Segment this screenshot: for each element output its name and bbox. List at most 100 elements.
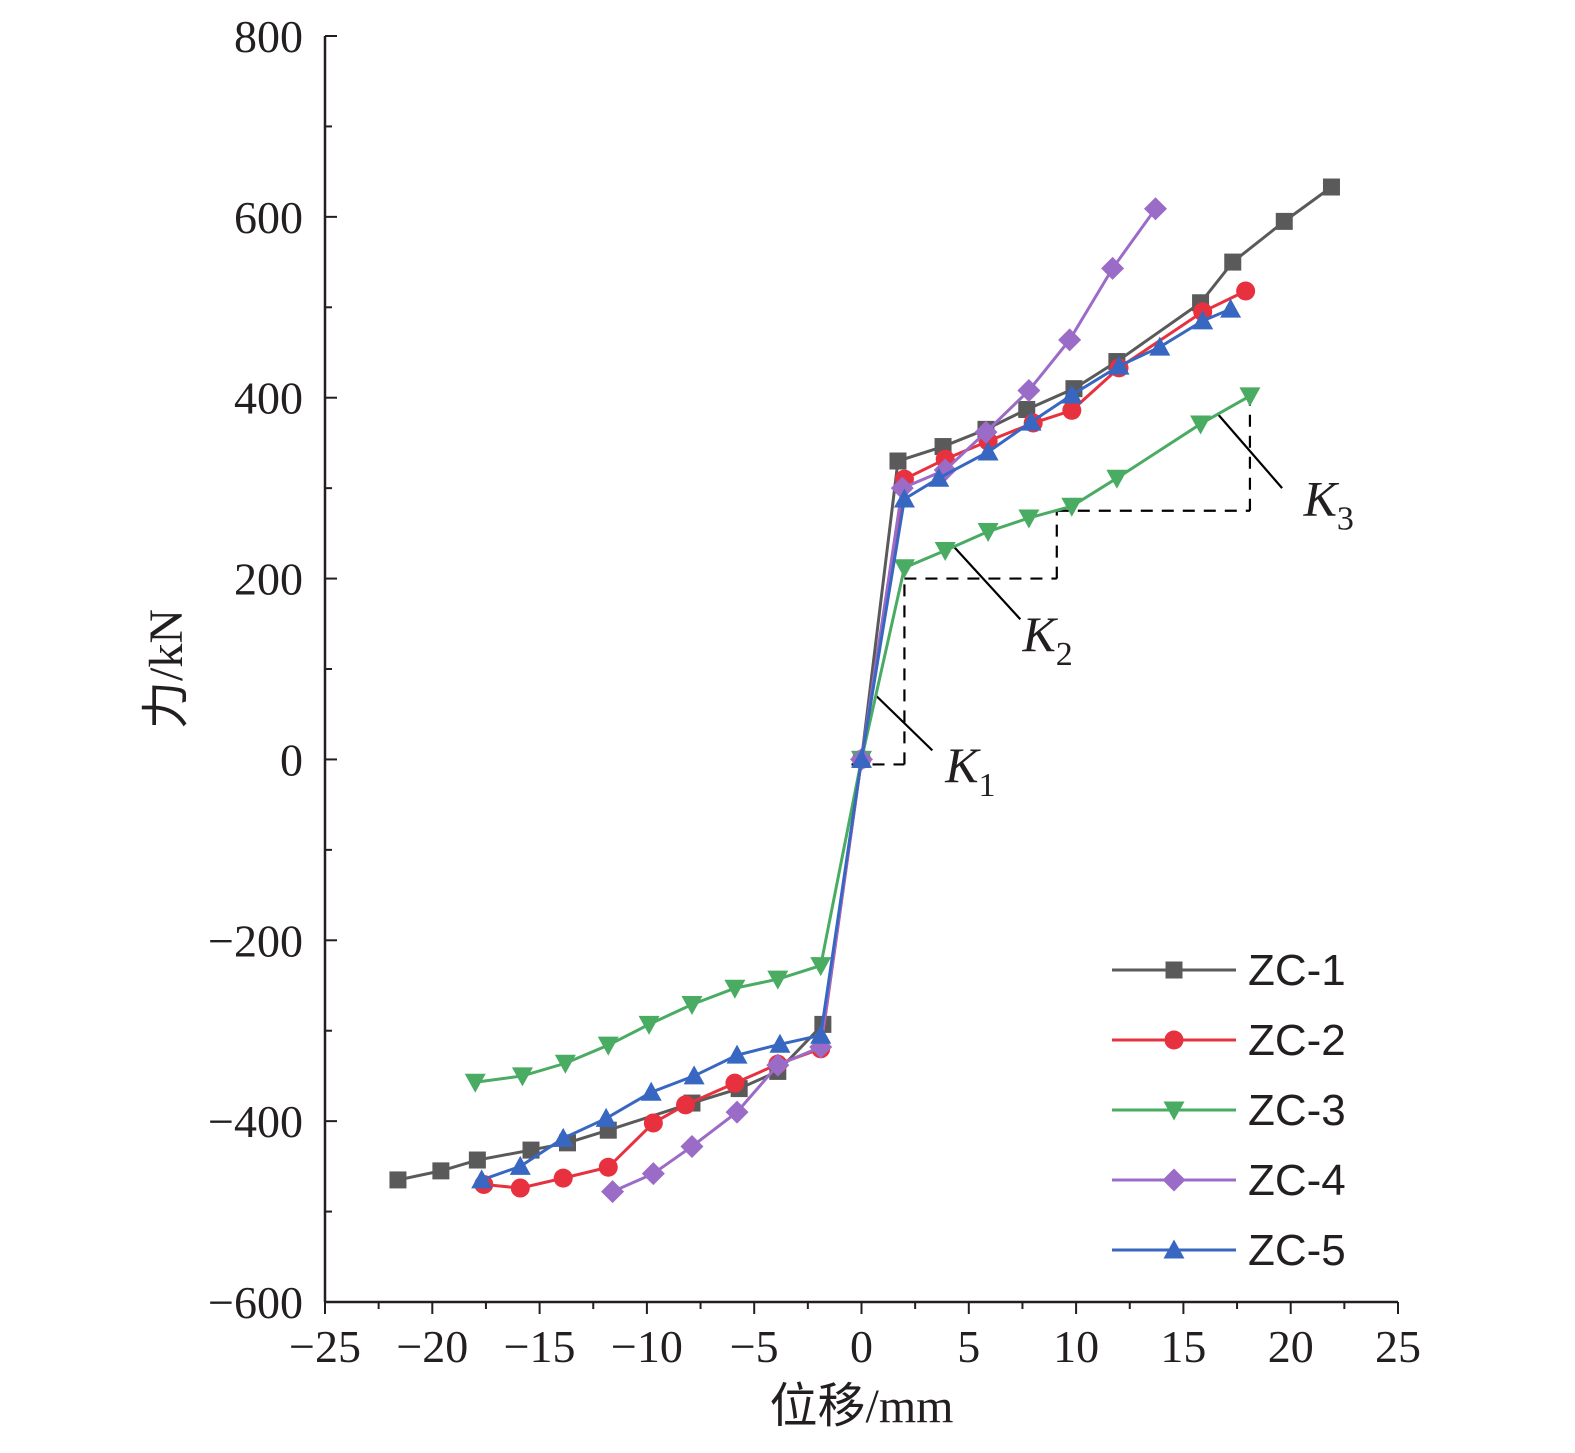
data-point-zc-3 [1061,497,1083,517]
legend-item-zc-4: ZC-4 [1112,1156,1346,1205]
x-tick-label: 20 [1268,1321,1314,1372]
legend-item-zc-5: ZC-5 [1112,1226,1346,1275]
data-point-zc-5 [552,1127,574,1147]
series-line-zc-4 [611,207,1157,1194]
data-point-zc-3 [638,1015,660,1035]
data-point-zc-1 [1275,212,1293,230]
k2-label-letter: K [1021,606,1058,662]
series-line-zc-1 [397,185,1333,1182]
data-point-zc-3 [767,970,789,990]
series-zc-3 [464,387,1261,1093]
data-point-zc-3 [1190,415,1212,435]
legend: ZC-1 ZC-2 ZC-3 ZC-4 ZC-5 [1112,946,1346,1275]
data-point-zc-1 [522,1141,540,1159]
data-point-zc-4 [1017,378,1041,402]
data-point-zc-5 [769,1033,791,1053]
y-tick-label: −600 [208,1277,303,1328]
data-point-zc-3 [464,1073,486,1093]
data-point-zc-3 [1018,509,1040,529]
k1-label: K1 [944,737,995,804]
data-point-zc-5 [726,1044,748,1064]
series-line-zc-5 [481,307,1232,1182]
legend-label-zc-2: ZC-2 [1248,1016,1346,1065]
data-point-zc-4 [1144,197,1168,221]
data-point-zc-2 [676,1095,696,1115]
data-point-zc-5 [640,1081,662,1101]
k3-leader [1216,413,1283,489]
x-tick-label: −20 [396,1321,468,1372]
data-point-zc-4 [890,476,914,500]
data-point-zc-4 [766,1053,790,1077]
legend-marker-zc-3 [1163,1101,1185,1121]
data-point-zc-2 [553,1168,573,1188]
k2-label: K2 [1021,606,1072,673]
data-point-zc-1 [1322,178,1340,196]
data-point-zc-5 [810,1024,832,1044]
data-point-zc-2 [1062,400,1082,420]
legend-label-zc-5: ZC-5 [1248,1226,1346,1275]
data-point-zc-3 [1106,469,1128,489]
y-tick-label: 200 [234,554,303,605]
y-tick-label: −200 [208,915,303,966]
y-tick-label: 600 [234,192,303,243]
x-tick-label: −25 [289,1321,361,1372]
data-point-zc-5 [977,441,999,461]
data-point-zc-3 [681,995,703,1015]
data-point-zc-4 [601,1180,625,1204]
y-tick-label: 0 [280,734,303,785]
data-point-zc-3 [1239,387,1261,407]
series-zc-1 [389,178,1340,1189]
y-tick-label: 800 [234,11,303,62]
data-point-zc-2 [510,1178,530,1198]
data-point-zc-5 [1108,355,1130,375]
data-point-zc-4 [1101,256,1125,280]
k3-label: K3 [1303,470,1354,537]
data-point-zc-5 [1220,298,1242,318]
legend-label-zc-4: ZC-4 [1248,1156,1346,1205]
k1-label-letter: K [944,737,981,793]
y-tick-label: 400 [234,373,303,424]
data-point-zc-4 [641,1162,665,1186]
series-layer [389,178,1340,1204]
x-tick-label: −10 [611,1321,683,1372]
k1-label-subscript: 1 [979,767,996,804]
x-tick-label: −15 [504,1321,576,1372]
data-point-zc-1 [1224,253,1242,271]
legend-marker-zc-5 [1163,1239,1185,1259]
k3-label-letter: K [1303,470,1340,526]
legend-label-zc-3: ZC-3 [1248,1086,1346,1135]
data-point-zc-2 [1236,281,1256,301]
k1-leader [875,695,934,752]
legend-marker-zc-1 [1165,961,1183,979]
data-point-zc-1 [389,1171,407,1189]
data-point-zc-5 [928,467,950,487]
axes: −25 −20 −15 −10 −5 0 5 10 15 20 25 −600 −400 −200 0 200… [140,11,1421,1433]
legend-item-zc-2: ZC-2 [1112,1016,1346,1065]
data-point-zc-5 [1149,336,1171,356]
data-point-zc-4 [680,1134,704,1158]
data-point-zc-3 [977,523,999,543]
data-point-zc-1 [432,1162,450,1180]
data-point-zc-4 [974,420,998,444]
legend-label-zc-1: ZC-1 [1248,946,1346,995]
data-point-zc-2 [598,1157,618,1177]
series-zc-5 [471,298,1242,1189]
legend-marker-zc-2 [1164,1030,1184,1050]
y-axis-title: 力/kN [140,609,193,729]
data-point-zc-1 [889,452,907,470]
data-point-zc-2 [725,1073,745,1093]
data-point-zc-1 [468,1151,486,1169]
data-point-zc-5 [509,1155,531,1175]
series-zc-4 [601,197,1168,1204]
legend-marker-zc-4 [1162,1168,1186,1192]
data-point-zc-3 [597,1036,619,1056]
data-point-zc-2 [643,1113,663,1133]
x-tick-label: 5 [957,1321,980,1372]
k2-label-subscript: 2 [1056,636,1073,673]
data-point-zc-5 [1020,411,1042,431]
data-point-zc-4 [1058,328,1082,352]
x-tick-label: 10 [1053,1321,1099,1372]
data-point-zc-3 [810,957,832,977]
k2-leader [950,543,1022,621]
